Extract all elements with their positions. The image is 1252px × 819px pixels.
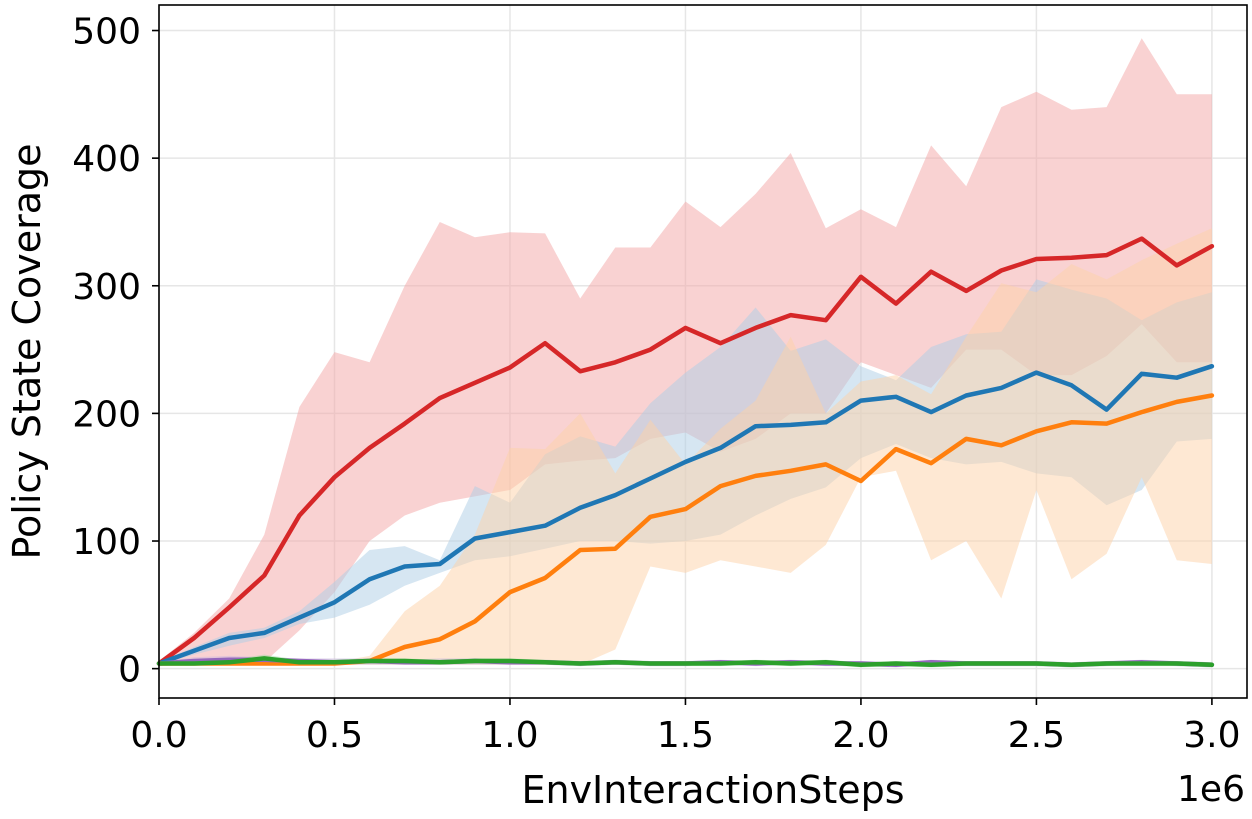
x-tick-label: 0.0 — [130, 715, 187, 756]
series-1-line — [156, 236, 1215, 666]
x-tick-label: 3.0 — [1183, 715, 1240, 756]
x-tick-label: 2.0 — [832, 715, 889, 756]
plot-frame — [158, 4, 1248, 699]
x-axis-offset-label: 1e6 — [1177, 769, 1245, 810]
y-tick-label: 200 — [72, 394, 141, 435]
x-tick-label: 1.5 — [657, 715, 714, 756]
y-tick-label: 300 — [72, 267, 141, 308]
series-lines — [156, 236, 1215, 668]
x-tick-label: 2.5 — [1008, 715, 1065, 756]
y-tick-label: 100 — [72, 522, 141, 563]
x-tick-label: 0.5 — [306, 715, 363, 756]
y-tick-label: 500 — [72, 12, 141, 53]
x-tick-label: 1.0 — [481, 715, 538, 756]
y-tick-label: 400 — [72, 139, 141, 180]
series-5-line — [156, 656, 1215, 668]
x-axis-ticks: 0.0 0.5 1.0 1.5 2.0 2.5 3.0 — [130, 698, 1241, 756]
y-tick-label: 0 — [118, 650, 141, 691]
series-2-line — [156, 363, 1215, 666]
series-1-band — [159, 38, 1212, 667]
x-axis-label: EnvInteractionSteps — [521, 768, 904, 812]
y-axis-label: Policy State Coverage — [5, 143, 49, 559]
y-axis-ticks: 0 100 200 300 400 500 — [72, 12, 159, 691]
